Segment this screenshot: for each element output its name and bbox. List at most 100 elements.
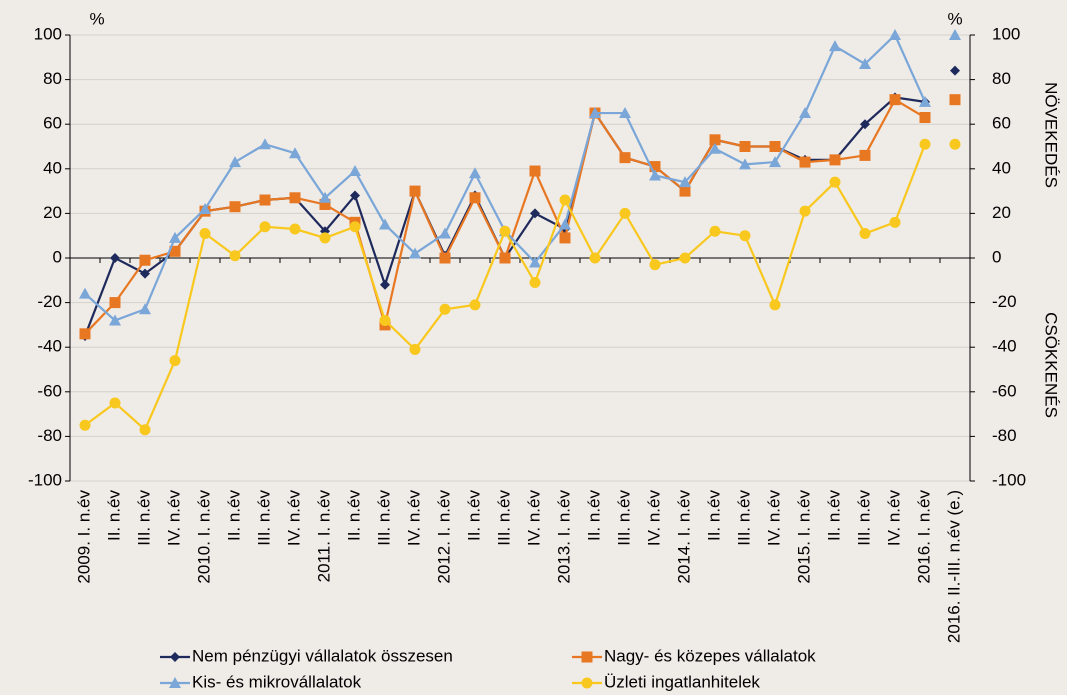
data-point (409, 185, 421, 197)
data-point (829, 176, 841, 188)
x-tick-label: II. n.év (224, 490, 243, 542)
data-point (589, 107, 601, 119)
x-tick-label: IV. n.év (524, 490, 543, 547)
data-point (829, 40, 841, 52)
legend-marker (169, 677, 181, 688)
data-point (919, 112, 931, 124)
data-point (709, 142, 721, 154)
data-point (679, 185, 691, 197)
data-point (529, 165, 541, 177)
y2-tick-label: -20 (992, 292, 1017, 311)
y-tick-label: -100 (28, 470, 62, 489)
data-point (709, 225, 721, 237)
data-point (799, 107, 811, 119)
x-tick-label: 2012. I. n.év (434, 490, 453, 584)
data-point (289, 223, 301, 235)
y2-tick-label: 100 (992, 24, 1020, 43)
data-point (169, 355, 181, 367)
x-tick-label: IV. n.év (284, 490, 303, 547)
x-tick-label: II. n.év (104, 490, 123, 542)
x-tick-label: III. n.év (614, 490, 633, 546)
data-point (499, 225, 511, 237)
data-point (110, 253, 120, 263)
x-tick-label: 2016. I. n.év (914, 490, 933, 584)
data-point (349, 165, 361, 177)
data-point (139, 303, 151, 315)
x-tick-label: III. n.év (854, 490, 873, 546)
x-tick-label: II. n.év (344, 490, 363, 542)
data-point (709, 134, 721, 146)
legend-marker (170, 652, 180, 662)
data-point (109, 397, 121, 409)
data-point (559, 218, 571, 230)
x-tick-label: 2015. I. n.év (794, 490, 813, 584)
data-point (439, 252, 451, 264)
data-point (769, 299, 781, 311)
data-point (739, 141, 751, 152)
x-tick-label: III. n.év (134, 490, 153, 546)
data-point (799, 205, 811, 217)
data-point (349, 221, 361, 233)
data-point (259, 194, 271, 206)
y2-annotation: CSÖKKENÉS (1042, 312, 1061, 418)
y-tick-label: 40 (43, 158, 62, 177)
data-point (469, 299, 481, 311)
data-point (559, 194, 571, 206)
data-point (949, 138, 961, 150)
x-tick-label: II. n.év (464, 490, 483, 542)
data-point (319, 232, 331, 244)
y2-tick-label: -80 (992, 426, 1017, 445)
data-point (469, 167, 481, 179)
data-point (79, 287, 91, 299)
data-point (529, 256, 541, 268)
data-point (169, 231, 181, 243)
data-point (769, 141, 781, 152)
y-tick-label: 100 (34, 24, 62, 43)
data-point (919, 95, 931, 107)
data-point (140, 268, 150, 279)
data-point (559, 232, 571, 244)
legend-marker (581, 651, 593, 663)
y2-tick-label: -100 (992, 470, 1026, 489)
data-point (739, 158, 751, 170)
data-point (350, 190, 360, 201)
x-tick-label: II. n.év (704, 490, 723, 542)
data-point (79, 419, 91, 431)
data-point (889, 94, 901, 106)
y-tick-label: 0 (53, 247, 62, 266)
data-point (499, 252, 511, 264)
data-point (169, 245, 181, 257)
x-tick-label: 2009. I. n.év (74, 490, 93, 584)
data-point (769, 156, 781, 168)
y2-tick-label: 20 (992, 203, 1011, 222)
data-point (619, 207, 631, 219)
data-point (289, 192, 301, 204)
data-point (889, 216, 901, 228)
data-point (859, 149, 871, 161)
data-point (259, 138, 271, 150)
data-point (919, 138, 931, 150)
data-point (409, 247, 421, 259)
data-point (619, 152, 631, 164)
data-point (589, 252, 601, 264)
y-tick-label: 60 (43, 114, 62, 133)
y2-unit: % (947, 9, 962, 28)
data-point (679, 176, 691, 188)
legend-label: Nem pénzügyi vállalatok összesen (192, 646, 453, 665)
data-point (949, 94, 961, 106)
data-point (529, 277, 541, 289)
y2-tick-label: -60 (992, 381, 1017, 400)
data-point (649, 161, 661, 173)
legend-label: Nagy- és közepes vállalatok (604, 646, 816, 665)
x-tick-label: 2011. I. n.év (314, 490, 333, 583)
x-tick-label: 2010. I. n.év (194, 490, 213, 584)
y-tick-label: 20 (43, 203, 62, 222)
y2-tick-label: 0 (992, 247, 1001, 266)
data-point (829, 154, 841, 166)
data-point (379, 218, 391, 230)
legend-label: Kis- és mikrovállalatok (192, 672, 362, 691)
x-tick-label: III. n.év (374, 490, 393, 546)
x-tick-label: II. n.év (584, 490, 603, 542)
data-point (799, 156, 811, 168)
y-tick-label: -40 (37, 337, 62, 356)
